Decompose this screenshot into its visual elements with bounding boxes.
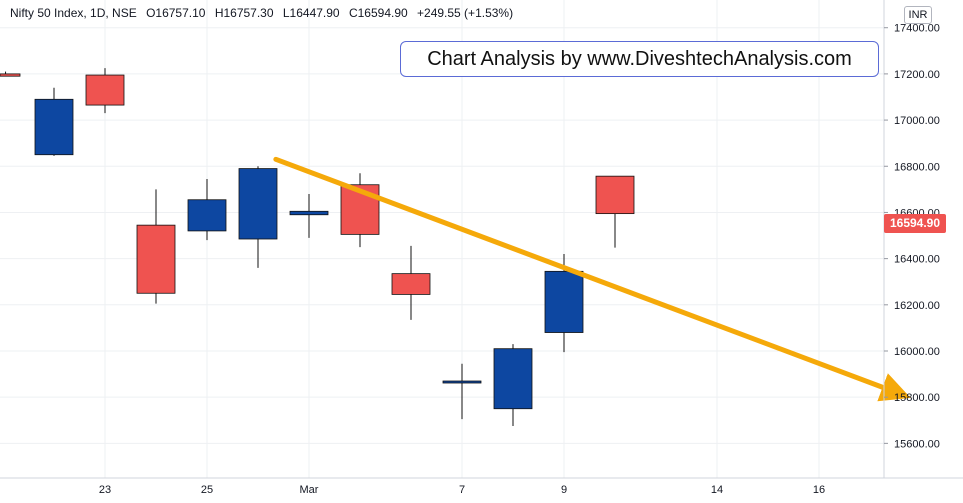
y-axis: 15600.00 15800.00 16000.00 16200.00 16400.00… [884, 23, 940, 450]
candle [85, 68, 125, 114]
y-tick-label: 15800.00 [894, 392, 940, 404]
candle [34, 87, 74, 156]
x-tick-label: Mar [300, 484, 319, 496]
candle-body [595, 175, 635, 215]
candle-body [0, 73, 21, 77]
x-tick-label: 16 [813, 484, 825, 496]
candle [187, 178, 227, 241]
y-tick-label: 16200.00 [894, 300, 940, 312]
candle-body [391, 273, 431, 295]
candle-body [493, 348, 533, 410]
candle [238, 166, 278, 268]
y-tick-label: 17200.00 [894, 69, 940, 81]
candle [391, 245, 431, 320]
legend-close: C16594.90 [348, 6, 408, 20]
candle-body [442, 380, 482, 384]
chart-legend: Nifty 50 Index, 1D, NSE O16757.10 H16757… [10, 6, 519, 20]
candle-body [289, 210, 329, 216]
candle [0, 71, 21, 77]
candle-body [34, 98, 74, 156]
candle-body [187, 199, 227, 232]
candle [136, 189, 176, 304]
candles-group [0, 68, 635, 427]
candle-body [85, 74, 125, 106]
candle [544, 254, 584, 353]
candle-body [238, 168, 278, 240]
trendline-group [273, 156, 911, 402]
legend-open: O16757.10 [146, 6, 206, 20]
y-tick-label: 16800.00 [894, 161, 940, 173]
legend-change: +249.55 (+1.53%) [417, 6, 514, 20]
y-tick-label: 17400.00 [894, 23, 940, 35]
legend-high: H16757.30 [214, 6, 274, 20]
y-tick-label: 16400.00 [894, 254, 940, 266]
y-tick-label: 17000.00 [894, 115, 940, 127]
candle [493, 344, 533, 427]
candle [595, 175, 635, 248]
last-price-tag: 16594.90 [884, 214, 946, 233]
x-axis: 23 25 Mar 7 9 14 16 [99, 484, 825, 496]
x-tick-label: 7 [459, 484, 465, 496]
candle [289, 193, 329, 238]
trendline-arrow [273, 156, 911, 402]
candle [442, 363, 482, 420]
watermark-banner: Chart Analysis by www.DiveshtechAnalysis… [400, 41, 879, 77]
candle-body [136, 224, 176, 294]
y-tick-label: 16000.00 [894, 346, 940, 358]
legend-low: L16447.90 [282, 6, 340, 20]
candle-body [544, 270, 584, 333]
x-tick-label: 14 [711, 484, 723, 496]
currency-button[interactable]: INR [904, 6, 932, 24]
x-tick-label: 23 [99, 484, 111, 496]
legend-symbol: Nifty 50 Index, 1D, NSE [10, 6, 137, 20]
x-tick-label: 25 [201, 484, 213, 496]
x-tick-label: 9 [561, 484, 567, 496]
y-tick-label: 15600.00 [894, 438, 940, 450]
